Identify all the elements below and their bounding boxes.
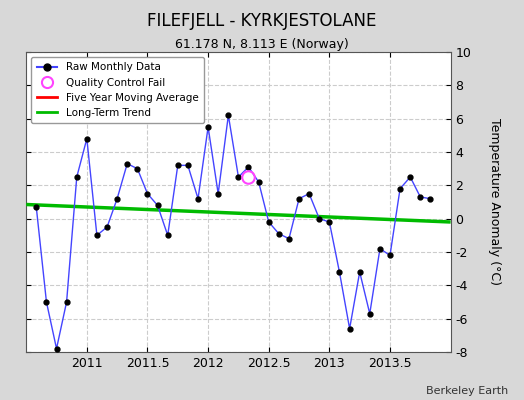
Text: Berkeley Earth: Berkeley Earth <box>426 386 508 396</box>
Y-axis label: Temperature Anomaly (°C): Temperature Anomaly (°C) <box>488 118 501 286</box>
Text: 61.178 N, 8.113 E (Norway): 61.178 N, 8.113 E (Norway) <box>175 38 349 51</box>
Text: FILEFJELL - KYRKJESTOLANE: FILEFJELL - KYRKJESTOLANE <box>147 12 377 30</box>
Legend: Raw Monthly Data, Quality Control Fail, Five Year Moving Average, Long-Term Tren: Raw Monthly Data, Quality Control Fail, … <box>31 57 204 123</box>
